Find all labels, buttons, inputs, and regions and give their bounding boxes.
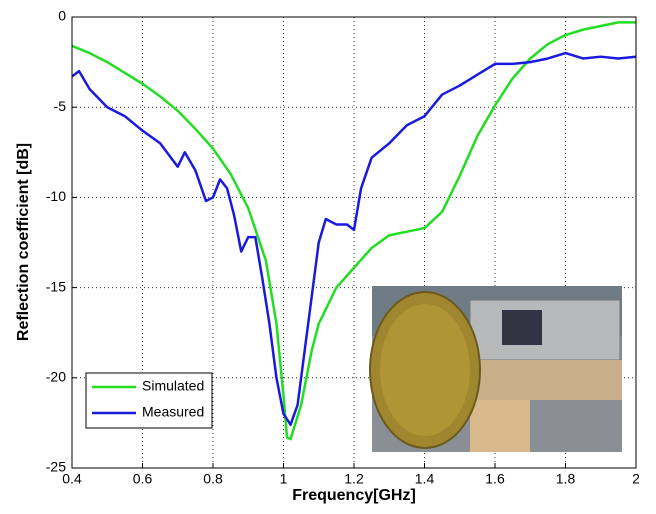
plot-frame <box>71 16 637 469</box>
y-tick-label: -5 <box>54 98 67 114</box>
x-tick-label: 1.6 <box>485 471 505 487</box>
series-line <box>71 51 637 426</box>
x-tick-label: 0.4 <box>62 471 82 487</box>
legend-label: Measured <box>142 404 204 420</box>
legend: Simulated Measured <box>85 372 213 429</box>
x-tick-label: 1.8 <box>556 471 576 487</box>
x-tick-label: 1.2 <box>344 471 364 487</box>
y-axis-label: Reflection coefficient [dB] <box>15 143 32 341</box>
x-tick-label: 2 <box>632 471 640 487</box>
x-tick-label: 1 <box>280 471 288 487</box>
y-tick-label: -10 <box>46 188 66 204</box>
inset-photo <box>369 286 622 452</box>
y-tick-label: -25 <box>46 459 66 475</box>
x-tick-label: 1.4 <box>415 471 435 487</box>
y-tick-label: -20 <box>46 369 66 385</box>
legend-label: Simulated <box>142 378 204 394</box>
series-line <box>71 21 636 441</box>
x-tick-label: 0.8 <box>203 471 223 487</box>
x-axis-label: Frequency[GHz] <box>292 487 416 504</box>
y-tick-label: -15 <box>46 278 66 294</box>
y-tick-label: 0 <box>58 8 66 24</box>
x-tick-label: 0.6 <box>133 471 153 487</box>
